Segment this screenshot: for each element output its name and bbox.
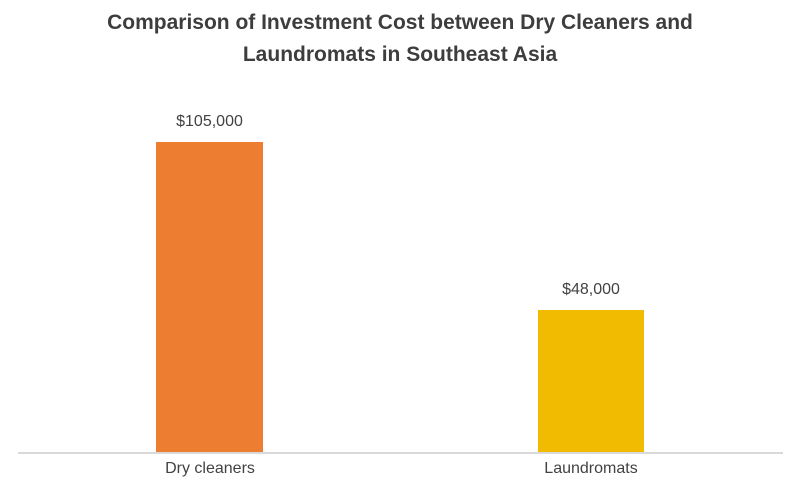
bar-column-dry-cleaners: $105,000: [156, 113, 263, 452]
category-label-laundromats: Laundromats: [544, 460, 638, 477]
chart-title-line2: Laundromats in Southeast Asia: [242, 43, 558, 66]
x-axis-line: [18, 452, 783, 454]
data-label-dry-cleaners: $105,000: [176, 113, 243, 130]
chart-title-line1: Comparison of Investment Cost between Dr…: [107, 11, 693, 34]
category-label-dry-cleaners: Dry cleaners: [165, 460, 255, 477]
bar-dry-cleaners: [156, 142, 263, 452]
bar-laundromats: [538, 310, 644, 452]
data-label-laundromats: $48,000: [562, 281, 620, 298]
bar-column-laundromats: $48,000: [538, 281, 644, 452]
chart-title: Comparison of Investment Cost between Dr…: [0, 7, 800, 71]
